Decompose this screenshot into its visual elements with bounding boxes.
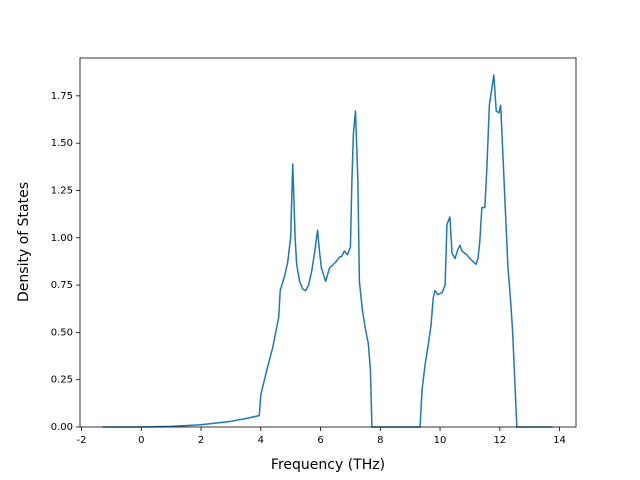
line-series — [102, 74, 553, 428]
y-axis-label: Density of States — [16, 182, 32, 302]
y-tick-label: 1.00 — [51, 233, 73, 244]
x-tick-label: 0 — [138, 435, 144, 446]
plot-frame — [79, 57, 577, 428]
y-tick-label: 1.75 — [51, 91, 73, 102]
x-tick-label: 14 — [553, 435, 566, 446]
y-tick-label: 0.00 — [51, 422, 73, 433]
x-tick-label: 2 — [198, 435, 204, 446]
x-tick-label: 4 — [258, 435, 264, 446]
y-tick-label: 0.50 — [51, 327, 73, 338]
x-tick-label: 6 — [317, 435, 323, 446]
x-tick-label: 12 — [493, 435, 506, 446]
x-tick-label: 8 — [377, 435, 383, 446]
y-tick-label: 0.25 — [51, 375, 73, 386]
x-axis-label: Frequency (THz) — [271, 457, 385, 473]
y-tick-label: 1.50 — [51, 138, 73, 149]
x-tick-label: 10 — [434, 435, 447, 446]
y-tick-label: 1.25 — [51, 185, 73, 196]
y-tick-label: 0.75 — [51, 280, 73, 291]
x-tick-label: -2 — [77, 435, 87, 446]
